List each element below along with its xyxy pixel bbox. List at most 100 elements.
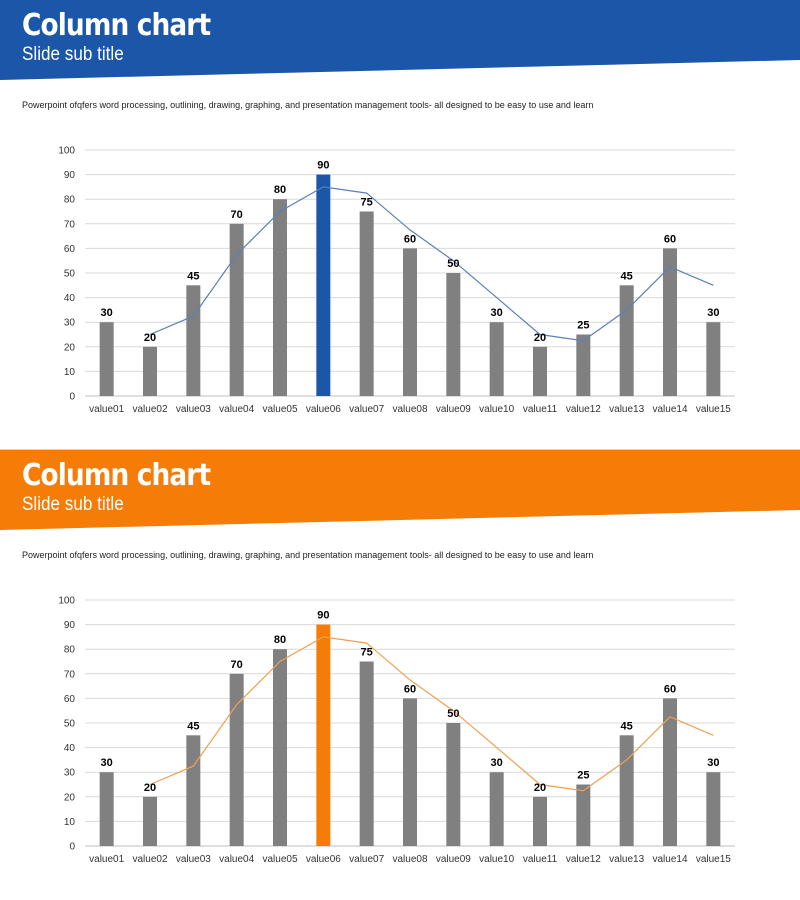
x-tick-label: value03	[176, 854, 211, 865]
data-label: 30	[101, 757, 113, 769]
slide-description: Powerpoint ofqfers word processing, outl…	[22, 100, 594, 110]
data-label: 60	[664, 683, 676, 695]
bar	[143, 796, 157, 846]
x-tick-label: value11	[523, 404, 558, 415]
y-tick-label: 30	[64, 768, 76, 779]
bar	[706, 772, 721, 846]
y-tick-label: 90	[64, 620, 76, 631]
data-label: 50	[447, 708, 459, 720]
x-tick-label: value10	[479, 404, 514, 415]
data-label: 60	[664, 233, 676, 245]
x-tick-label: value15	[696, 854, 731, 865]
x-tick-label: value07	[349, 854, 384, 865]
data-label: 90	[317, 610, 329, 622]
x-tick-label: value11	[523, 854, 558, 865]
data-label: 60	[404, 683, 416, 695]
bar	[316, 624, 331, 846]
bar	[229, 673, 244, 846]
data-label: 45	[621, 270, 633, 282]
data-label: 70	[231, 659, 243, 671]
slide-orange: Column chart Slide sub title Powerpoint …	[0, 450, 800, 900]
bar	[446, 273, 461, 396]
x-tick-label: value14	[652, 404, 687, 415]
data-label: 45	[621, 720, 633, 732]
bar	[663, 698, 677, 846]
data-label: 25	[577, 770, 589, 782]
y-tick-label: 70	[64, 669, 76, 680]
y-tick-label: 100	[58, 146, 75, 157]
y-tick-label: 90	[64, 170, 76, 181]
bar	[446, 723, 461, 846]
bar	[186, 735, 201, 846]
x-tick-label: value13	[609, 854, 644, 865]
data-label: 90	[317, 160, 329, 172]
y-tick-label: 100	[58, 596, 75, 607]
bar	[186, 285, 201, 396]
bar	[143, 346, 157, 396]
bar	[403, 248, 417, 396]
bar	[99, 772, 114, 846]
data-label: 80	[274, 634, 286, 646]
data-label: 45	[187, 270, 199, 282]
x-tick-label: value12	[566, 854, 601, 865]
x-tick-label: value05	[262, 404, 297, 415]
data-label: 20	[534, 332, 546, 344]
data-label: 25	[577, 320, 589, 332]
bar	[316, 174, 331, 396]
data-label: 20	[144, 782, 156, 794]
bar	[489, 322, 504, 396]
x-tick-label: value06	[306, 404, 341, 415]
y-tick-label: 50	[64, 719, 76, 730]
bar	[619, 735, 634, 846]
banner-shape	[0, 0, 800, 80]
y-tick-label: 20	[64, 792, 76, 803]
x-tick-label: value09	[436, 854, 471, 865]
bar	[403, 698, 417, 846]
y-tick-label: 80	[64, 645, 76, 656]
x-tick-label: value01	[89, 404, 124, 415]
y-tick-label: 70	[64, 219, 76, 230]
x-tick-label: value13	[609, 404, 644, 415]
bar	[663, 248, 677, 396]
x-tick-label: value08	[392, 854, 427, 865]
slide-description: Powerpoint ofqfers word processing, outl…	[22, 550, 594, 560]
y-tick-label: 10	[64, 817, 76, 828]
data-label: 75	[361, 197, 373, 209]
data-label: 75	[361, 647, 373, 659]
bar	[489, 772, 504, 846]
title-banner: Column chart Slide sub title	[0, 450, 800, 545]
y-tick-label: 50	[64, 269, 76, 280]
y-tick-label: 60	[64, 694, 76, 705]
trendline	[149, 636, 714, 792]
data-label: 30	[707, 757, 719, 769]
data-label: 45	[187, 720, 199, 732]
x-tick-label: value15	[696, 404, 731, 415]
x-tick-label: value09	[436, 404, 471, 415]
data-label: 30	[491, 757, 503, 769]
data-label: 80	[274, 184, 286, 196]
x-tick-label: value06	[306, 854, 341, 865]
slide-title: Column chart	[22, 8, 211, 43]
y-tick-label: 80	[64, 195, 76, 206]
x-tick-label: value01	[89, 854, 124, 865]
x-tick-label: value12	[566, 404, 601, 415]
bar	[576, 784, 591, 846]
x-tick-label: value02	[132, 404, 167, 415]
column-chart: 0 10 20 30 40 50 60 70 80 90 100 30 20 45 70 80 90 75 60 50…	[58, 596, 735, 865]
bar	[533, 346, 547, 396]
column-chart: 0 10 20 30 40 50 60 70 80 90 100 30 20 45 70 80 90 75 60 50…	[58, 146, 735, 415]
bar	[273, 199, 287, 396]
x-tick-label: value05	[262, 854, 297, 865]
data-label: 20	[534, 782, 546, 794]
x-tick-label: value02	[132, 854, 167, 865]
bar	[359, 211, 374, 396]
x-tick-label: value03	[176, 404, 211, 415]
data-label: 30	[491, 307, 503, 319]
x-tick-label: value10	[479, 854, 514, 865]
trendline	[149, 186, 714, 342]
bar	[533, 796, 547, 846]
bar	[99, 322, 114, 396]
slide-subtitle: Slide sub title	[22, 494, 124, 515]
x-tick-label: value07	[349, 404, 384, 415]
bar	[273, 649, 287, 846]
